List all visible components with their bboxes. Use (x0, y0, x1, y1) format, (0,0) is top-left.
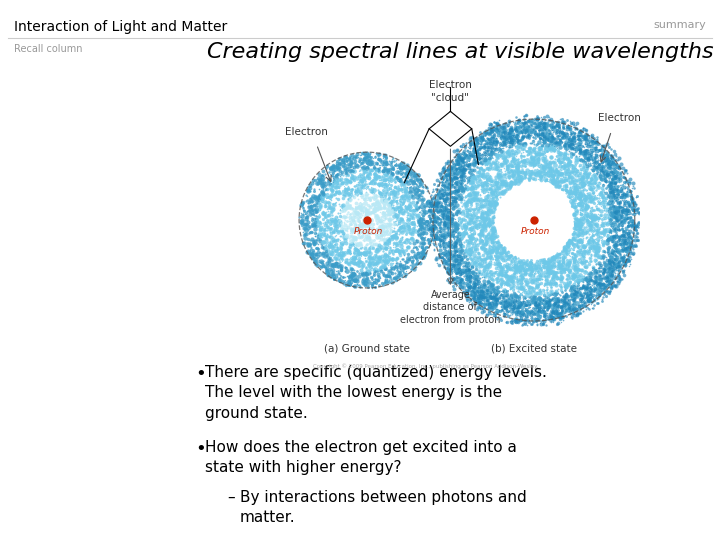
Text: By interactions between photons and
matter.: By interactions between photons and matt… (240, 490, 527, 525)
Text: summary: summary (653, 20, 706, 30)
Text: Proton: Proton (354, 227, 384, 236)
Text: (b) Excited state: (b) Excited state (491, 344, 577, 354)
Text: Electron: Electron (598, 113, 641, 123)
Text: (a) Ground state: (a) Ground state (324, 344, 410, 354)
Text: Electron
"cloud": Electron "cloud" (429, 80, 472, 103)
Text: How does the electron get excited into a
state with higher energy?: How does the electron get excited into a… (205, 440, 517, 475)
Text: Electron: Electron (285, 126, 328, 137)
Text: There are specific (quantized) energy levels.
The level with the lowest energy i: There are specific (quantized) energy le… (205, 365, 547, 421)
Text: –: – (227, 490, 235, 505)
Text: Proton: Proton (521, 227, 551, 236)
Text: •: • (195, 365, 206, 383)
Text: Recall column: Recall column (14, 44, 83, 54)
Text: Average
distance of
electron from proton: Average distance of electron from proton (400, 290, 500, 325)
Text: Creating spectral lines at visible wavelengths: Creating spectral lines at visible wavel… (207, 42, 714, 62)
Text: Interaction of Light and Matter: Interaction of Light and Matter (14, 20, 228, 34)
Text: Copyright © 2009 Pearson Education, Inc., publishing as Pearson Addison-Wesley.: Copyright © 2009 Pearson Education, Inc.… (312, 364, 538, 369)
Text: •: • (195, 440, 206, 458)
